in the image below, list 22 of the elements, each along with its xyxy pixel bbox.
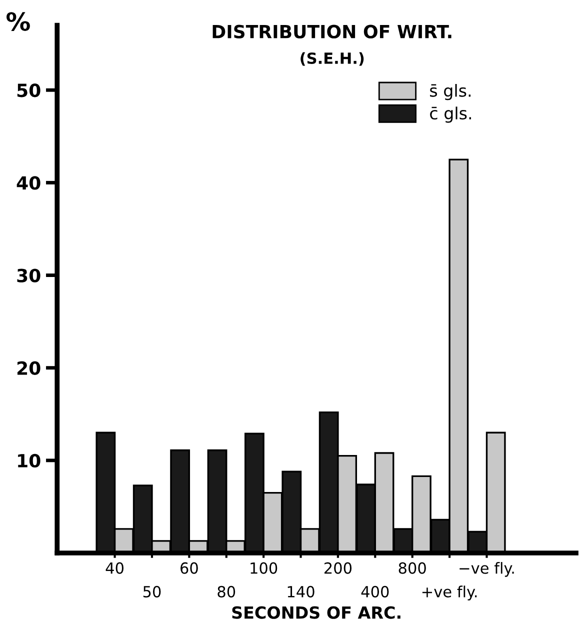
legend-label: s̄ gls. bbox=[430, 84, 471, 100]
x-tick-label: −ve fly. bbox=[460, 562, 514, 577]
legend-label: c̄ gls. bbox=[430, 106, 471, 123]
x-tick-label: 80 bbox=[218, 586, 236, 598]
x-axis-title: SECONDS OF ARC. bbox=[232, 606, 400, 619]
y-axis-title: % bbox=[6, 12, 30, 31]
x-tick-label: 140 bbox=[288, 586, 314, 598]
x-tick-label: 50 bbox=[143, 586, 161, 598]
x-tick-label: 40 bbox=[106, 562, 124, 574]
y-tick-label: 40 bbox=[16, 176, 40, 190]
x-tick-label: +ve fly. bbox=[422, 586, 477, 600]
x-tick-label: 200 bbox=[324, 562, 352, 574]
y-tick-label: 50 bbox=[17, 84, 40, 98]
y-tick-label: 30 bbox=[17, 268, 40, 282]
x-tick-label: 800 bbox=[398, 562, 426, 574]
text: (S.E.H.) bbox=[300, 52, 364, 66]
y-tick-label: 10 bbox=[18, 454, 40, 468]
x-tick-label: 400 bbox=[361, 586, 389, 598]
x-tick-label: 60 bbox=[180, 562, 198, 574]
chart-title: DISTRIBUTION OF WIRT. bbox=[212, 24, 452, 38]
x-tick-label: 100 bbox=[250, 562, 278, 574]
y-tick-label: 20 bbox=[17, 361, 40, 375]
